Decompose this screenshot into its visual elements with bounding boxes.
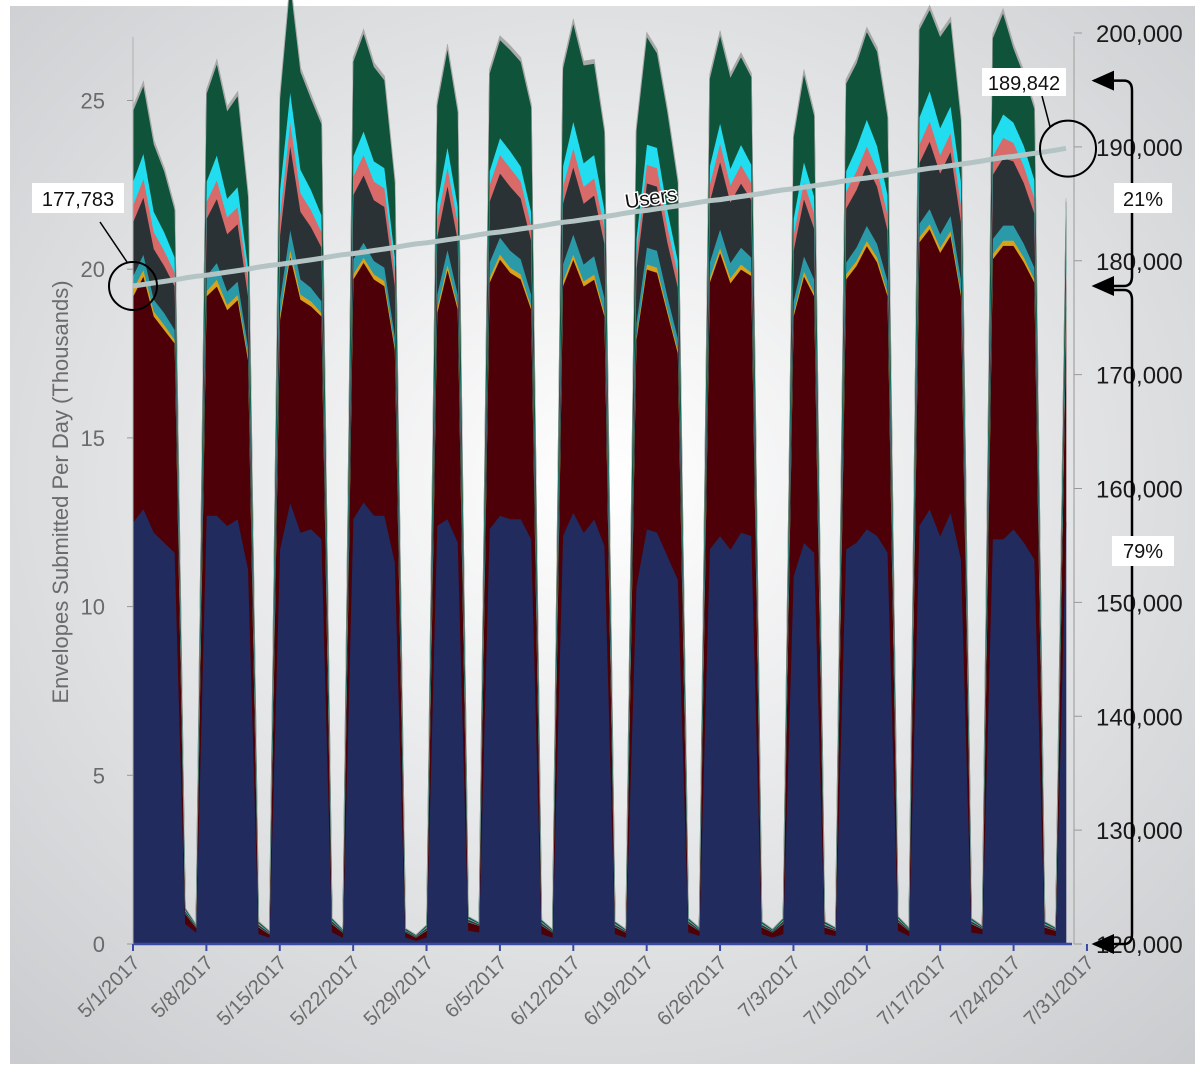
users-line [132,145,1067,289]
series-area-9 [132,0,1067,936]
upper-share-label: 21% [1123,189,1163,211]
y2-tick-label: 200,000 [1096,21,1183,48]
end-value-label: 189,842 [988,73,1060,95]
lower-share-bracket [1091,288,1134,954]
y-tick-label: 10 [81,595,105,620]
annotations: 177,783 189,842 21% 79% [32,68,1174,954]
start-value-circle [108,260,158,311]
y2-tick-label: 150,000 [1096,590,1183,617]
y-tick-label: 15 [81,426,105,451]
y2-tick-label: 170,000 [1096,363,1183,390]
y2-tick-label: 120,000 [1096,932,1183,959]
end-value-box [982,68,1066,96]
axes [127,32,1088,951]
y2-tick-label: 180,000 [1096,249,1183,276]
y-axis-label: Envelopes Submitted Per Day (Thousands) [48,280,73,703]
y2-tick-label: 160,000 [1096,477,1183,504]
lower-share-label: 79% [1123,541,1163,563]
end-value-leader [1041,95,1051,127]
lower-share-box [1112,536,1174,566]
y2-tick-label: 190,000 [1096,135,1183,162]
y-tick-label: 5 [93,763,105,788]
series-areas [132,0,1067,945]
start-value-leader [99,221,128,263]
y2-tick-label: 130,000 [1096,818,1183,845]
y-tick-label: 25 [81,88,105,113]
y-tick-label: 0 [93,932,105,957]
y2-tick-label: 140,000 [1096,704,1183,731]
end-value-circle [1039,119,1097,178]
y-tick-label: 20 [81,257,105,282]
start-value-label: 177,783 [42,189,114,211]
start-value-box [32,183,124,213]
upper-share-box [1114,183,1172,213]
